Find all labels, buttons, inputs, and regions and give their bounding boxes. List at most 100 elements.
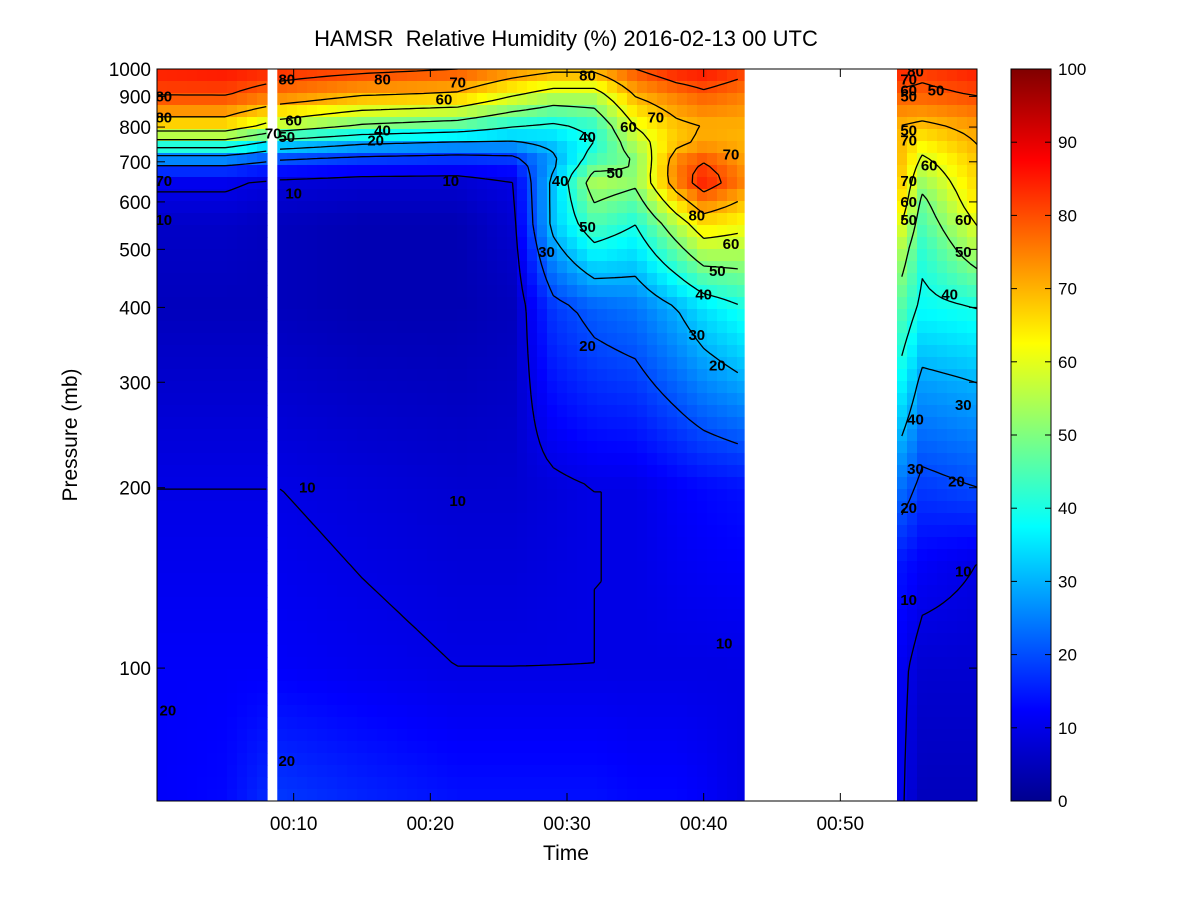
heatmap-cell [537,489,548,502]
heatmap-cell [547,609,558,622]
heatmap-cell [257,249,268,262]
heatmap-cell [707,117,718,130]
heatmap-cell [597,633,608,646]
heatmap-cell [697,261,708,274]
heatmap-cell [307,225,318,238]
heatmap-cell [207,249,218,262]
heatmap-cell [727,237,738,250]
heatmap-cell [717,465,728,478]
heatmap-cell [167,525,178,538]
heatmap-cell [377,69,388,82]
heatmap-cell [487,753,498,766]
heatmap-cell [727,597,738,610]
heatmap-cell [717,693,728,706]
heatmap-cell [337,525,348,538]
heatmap-cell [507,309,518,322]
heatmap-cell [227,81,238,94]
heatmap-cell [167,333,178,346]
heatmap-cell [507,153,518,166]
heatmap-cell [417,561,428,574]
heatmap-cell [307,441,318,454]
contour-line-80 [157,69,977,193]
heatmap-cell [487,609,498,622]
heatmap-cell [497,117,508,130]
heatmap-cell [377,285,388,298]
heatmap-cell [907,189,918,202]
heatmap-cell [557,201,568,214]
heatmap-cell [517,513,528,526]
heatmap-cell [697,357,708,370]
heatmap-cell [717,477,728,490]
heatmap-cell [667,453,678,466]
heatmap-cell [937,225,948,238]
heatmap-cell [957,417,968,430]
heatmap-cell [447,201,458,214]
heatmap-cell [457,525,468,538]
heatmap-cell [517,549,528,562]
heatmap-cell [457,561,468,574]
heatmap-cell [467,285,478,298]
heatmap-cell [467,309,478,322]
heatmap-cell [607,537,618,550]
heatmap-cell [377,249,388,262]
heatmap-cell [257,345,268,358]
heatmap-cell [637,669,648,682]
heatmap-cell [447,69,458,82]
heatmap-cell [607,249,618,262]
heatmap-cell [727,621,738,634]
heatmap-cell [687,321,698,334]
heatmap-cell [287,717,298,730]
heatmap-cell [357,405,368,418]
heatmap-cell [327,357,338,370]
heatmap-cell [697,513,708,526]
heatmap-cell [467,681,478,694]
heatmap-cell [737,717,748,730]
heatmap-cell [907,525,918,538]
heatmap-cell [207,525,218,538]
heatmap-cell [547,549,558,562]
y-tick-label: 500 [119,240,151,261]
heatmap-cell [177,405,188,418]
heatmap-cell [607,621,618,634]
heatmap-cell [327,549,338,562]
heatmap-cell [377,741,388,754]
heatmap-cell [437,141,448,154]
heatmap-cell [337,393,348,406]
heatmap-cell [297,537,308,550]
colorbar-gradient [1010,68,1052,802]
heatmap-cell [927,345,938,358]
heatmap-cell [517,333,528,346]
heatmap-cell [347,477,358,490]
heatmap-cell [957,633,968,646]
heatmap-cell [727,537,738,550]
heatmap-cell [357,117,368,130]
heatmap-cell [317,249,328,262]
heatmap-cell [497,213,508,226]
heatmap-cell [237,573,248,586]
heatmap-cell [507,501,518,514]
heatmap-cell [297,333,308,346]
heatmap-cell [427,405,438,418]
heatmap-cell [607,441,618,454]
heatmap-cell [717,429,728,442]
heatmap-cell [307,297,318,310]
heatmap-cell [697,177,708,190]
heatmap-cell [607,273,618,286]
heatmap-cell [287,705,298,718]
heatmap-cell [247,213,258,226]
heatmap-cell [427,705,438,718]
heatmap-cell [397,777,408,790]
heatmap-cell [657,261,668,274]
heatmap-cell [917,93,928,106]
heatmap-cell [187,465,198,478]
contour-label: 50 [579,219,596,236]
heatmap-cell [617,429,628,442]
heatmap-cell [957,777,968,790]
heatmap-cell [677,213,688,226]
heatmap-cell [437,285,448,298]
heatmap-cell [317,393,328,406]
heatmap-cell [477,489,488,502]
heatmap-cell [447,621,458,634]
heatmap-cell [537,153,548,166]
heatmap-cell [657,633,668,646]
